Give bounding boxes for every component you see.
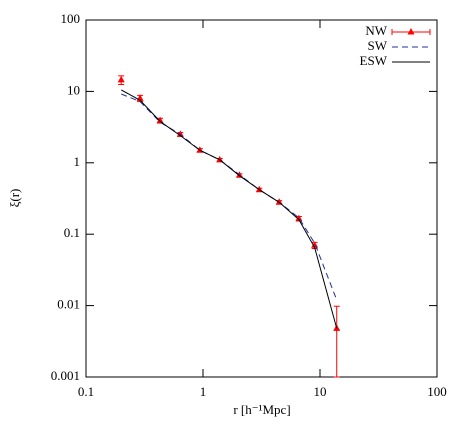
x-tick-label: 1 — [200, 384, 207, 399]
legend-label: SW — [368, 38, 388, 53]
series-line — [121, 93, 338, 301]
plot-frame — [85, 19, 438, 378]
series-line — [120, 89, 338, 329]
y-tick-label: 0.01 — [57, 297, 80, 312]
y-axis-label: ξ(r) — [7, 189, 22, 208]
y-tick-label: 10 — [67, 82, 80, 97]
point — [295, 214, 303, 222]
legend-label: NW — [365, 23, 387, 38]
x-axis-label: r [h⁻¹Mpc] — [233, 402, 290, 417]
point — [156, 116, 164, 124]
legend-swatch — [407, 28, 415, 35]
x-tick-label: 0.1 — [78, 384, 94, 399]
x-tick-label: 10 — [314, 384, 327, 399]
y-tick-label: 0.001 — [51, 368, 80, 383]
point — [117, 75, 125, 83]
point — [311, 241, 319, 248]
y-tick-label: 0.1 — [64, 225, 80, 240]
y-tick-label: 1 — [74, 154, 81, 169]
legend-label: ESW — [360, 53, 388, 68]
x-tick-label: 100 — [427, 384, 447, 399]
y-tick-label: 100 — [61, 11, 81, 26]
